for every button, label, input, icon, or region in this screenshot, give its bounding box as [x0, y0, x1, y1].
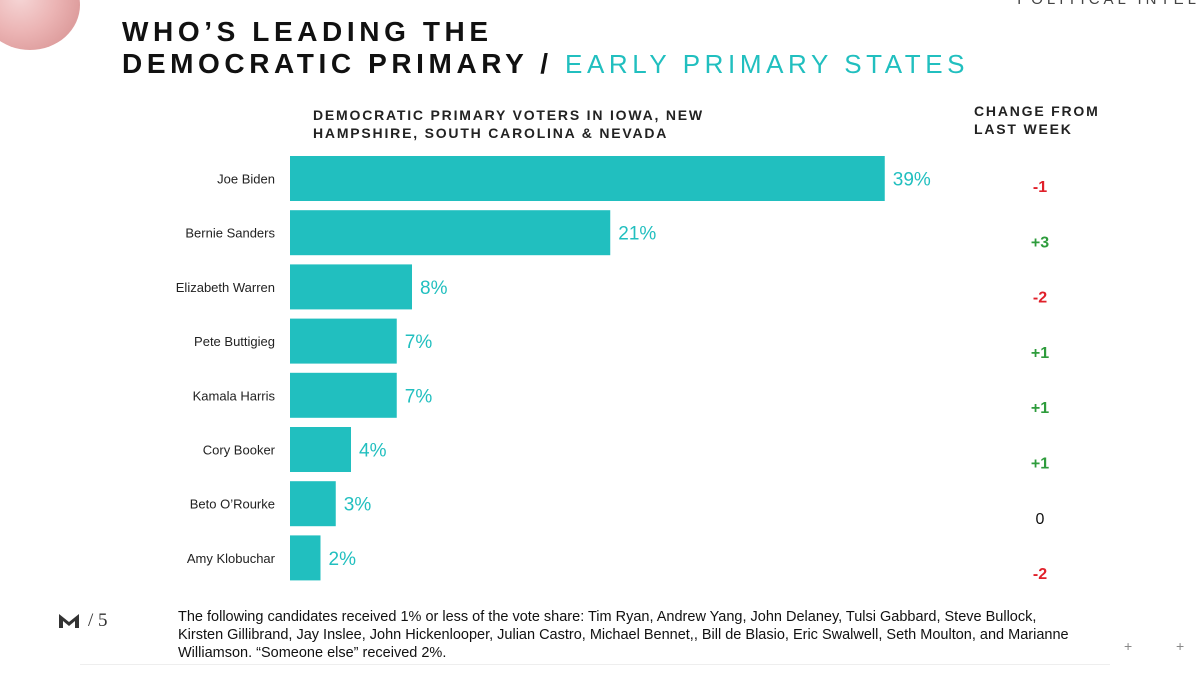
bar [290, 156, 885, 201]
plus-mark-2: + [1176, 638, 1185, 654]
title-main-part: DEMOCRATIC PRIMARY [122, 48, 528, 79]
change-value: +1 [1031, 345, 1049, 362]
title-separator: / [540, 48, 553, 79]
bar [290, 264, 412, 310]
corner-label: POLITICAL INTEL [1017, 0, 1200, 8]
category-label: Bernie Sanders [185, 226, 275, 241]
category-label: Elizabeth Warren [176, 280, 275, 295]
bar [290, 318, 397, 364]
data-label: 3% [344, 495, 372, 516]
divider [80, 664, 1110, 665]
bar [290, 372, 397, 418]
chart-title: DEMOCRATIC PRIMARY VOTERS IN IOWA, NEW H… [313, 107, 704, 141]
title-line-2: DEMOCRATIC PRIMARY / EARLY PRIMARY STATE… [122, 48, 969, 80]
bar [290, 427, 351, 472]
change-value: -1 [1033, 179, 1047, 196]
bar [290, 535, 321, 581]
page-number: / 5 [88, 610, 108, 631]
data-label: 7% [405, 386, 433, 407]
category-label: Amy Klobuchar [187, 551, 276, 566]
title-accent: EARLY PRIMARY STATES [565, 49, 970, 79]
data-label: 2% [329, 549, 357, 570]
title-line-1: WHO’S LEADING THE [122, 16, 493, 47]
data-label: 21% [618, 224, 656, 245]
bar [290, 210, 611, 256]
plus-mark-1: + [1124, 638, 1133, 654]
change-value: +1 [1031, 456, 1049, 473]
data-label: 39% [893, 170, 931, 191]
bar [290, 481, 336, 527]
category-label: Joe Biden [217, 172, 275, 187]
change-value: +1 [1031, 400, 1049, 417]
change-value: -2 [1033, 290, 1047, 307]
category-label: Kamala Harris [193, 388, 276, 403]
data-label: 4% [359, 441, 387, 462]
data-label: 8% [420, 278, 448, 299]
m-logo-icon [59, 614, 79, 628]
change-value: -2 [1033, 566, 1047, 583]
footnote: The following candidates received 1% or … [178, 609, 1069, 661]
data-label: 7% [405, 332, 433, 353]
change-value: 0 [1036, 511, 1045, 528]
change-header: CHANGE FROM LAST WEEK [974, 103, 1100, 137]
category-label: Pete Buttigieg [194, 334, 275, 349]
change-value: +3 [1031, 234, 1049, 251]
page-title: WHO’S LEADING THE DEMOCRATIC PRIMARY / E… [122, 16, 969, 80]
category-label: Beto O’Rourke [190, 497, 275, 512]
category-label: Cory Booker [203, 443, 276, 458]
